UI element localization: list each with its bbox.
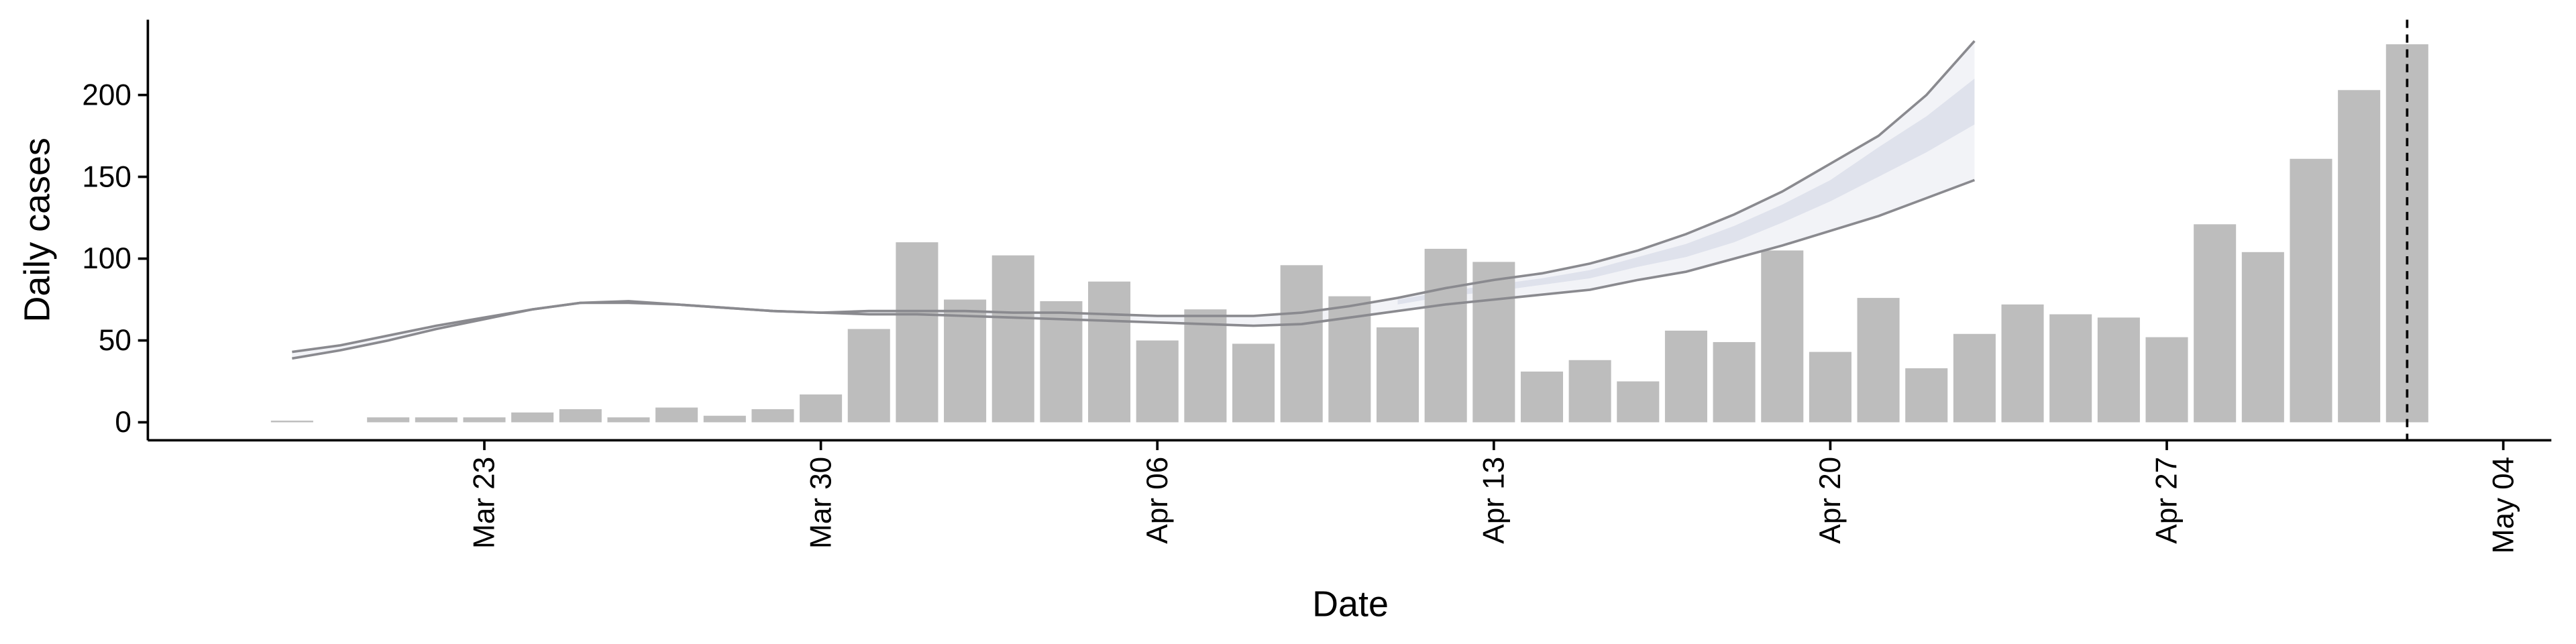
- bar: [463, 417, 506, 423]
- bar: [1040, 301, 1083, 423]
- bar: [1664, 330, 1707, 423]
- y-tick-label: 50: [99, 324, 131, 357]
- bar: [511, 412, 554, 423]
- x-tick-label: May 04: [2487, 457, 2520, 554]
- y-tick-label: 200: [82, 78, 131, 111]
- bar: [1953, 333, 1996, 423]
- bar: [1088, 281, 1131, 423]
- bar: [2241, 252, 2284, 423]
- bar: [1136, 340, 1179, 423]
- bar: [800, 394, 843, 423]
- bar: [415, 417, 458, 423]
- bar: [1232, 343, 1275, 423]
- y-tick-label: 150: [82, 160, 131, 193]
- x-tick-label: Apr 27: [2151, 457, 2184, 544]
- bar: [896, 242, 938, 423]
- band-edge-line: [292, 40, 1976, 354]
- band-edge-line: [292, 178, 1976, 360]
- y-axis-title: Daily cases: [17, 138, 57, 322]
- x-tick-label: Apr 20: [1814, 457, 1847, 544]
- x-tick-label: Mar 30: [804, 457, 837, 549]
- bar: [607, 417, 650, 423]
- y-tick-label: 0: [115, 406, 131, 439]
- bar: [1472, 262, 1515, 423]
- bar: [655, 407, 698, 423]
- bar: [703, 415, 746, 423]
- bar: [1713, 341, 1756, 423]
- bar: [270, 421, 313, 423]
- bar: [1184, 309, 1227, 423]
- bar: [751, 409, 794, 423]
- x-tick-label: Apr 06: [1141, 457, 1174, 544]
- bar: [1857, 298, 1900, 423]
- bar: [367, 417, 410, 423]
- bar: [2290, 158, 2332, 423]
- x-tick-label: Apr 13: [1478, 457, 1511, 544]
- bar: [991, 255, 1034, 423]
- y-tick-label: 100: [82, 242, 131, 275]
- bar: [1905, 368, 1948, 423]
- bar: [1568, 360, 1611, 423]
- bar: [2097, 317, 2140, 423]
- bar: [1520, 371, 1563, 423]
- bar: [2194, 224, 2237, 423]
- bar: [1280, 265, 1323, 423]
- bar: [2001, 304, 2044, 423]
- x-axis-title: Date: [1312, 584, 1389, 624]
- bar: [1809, 352, 1851, 423]
- bar: [1761, 250, 1804, 423]
- bar: [559, 409, 602, 423]
- bar: [2145, 337, 2188, 423]
- bar: [1617, 381, 1660, 423]
- bar: [2049, 314, 2092, 423]
- bar: [1424, 248, 1467, 423]
- bar: [944, 299, 987, 423]
- x-tick-label: Mar 23: [468, 457, 501, 549]
- bar: [847, 329, 890, 423]
- bar: [2338, 90, 2381, 423]
- bar: [1376, 327, 1419, 423]
- band: [292, 41, 1975, 359]
